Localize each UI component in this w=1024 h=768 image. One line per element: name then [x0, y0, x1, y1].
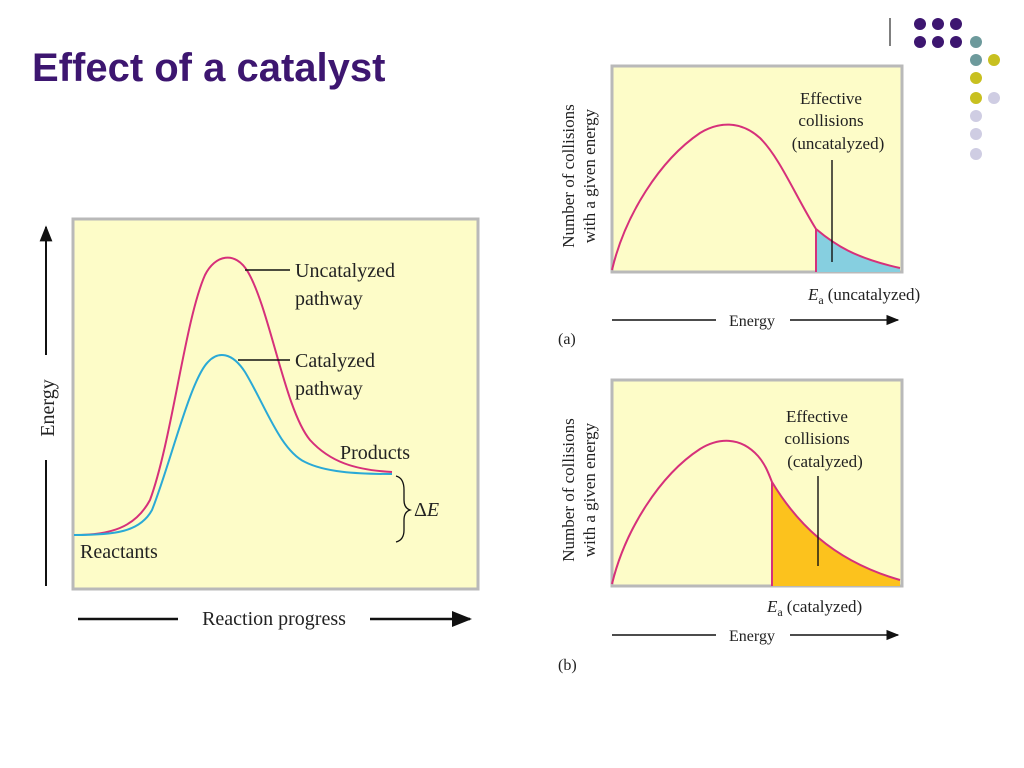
panel-a-effective-label-3: (uncatalyzed)	[792, 134, 885, 153]
panel-b-effective-area	[772, 482, 900, 586]
catalyzed-pathway-label-2: pathway	[295, 378, 363, 400]
panel-b-effective-label-1: Effective	[786, 407, 848, 426]
uncatalyzed-pathway-label-2: pathway	[295, 288, 363, 310]
panel-b-ea-label: Ea (catalyzed)	[766, 597, 862, 619]
panel-b-y-axis-label-2: with a given energy	[580, 422, 599, 557]
panel-a-effective-label-1: Effective	[800, 89, 862, 108]
delta-e-brace	[395, 475, 413, 543]
panel-b-frame	[610, 378, 904, 588]
products-label: Products	[340, 442, 410, 464]
dot-row-2	[914, 36, 982, 48]
catalyzed-pathway-label-1: Catalyzed	[295, 350, 375, 372]
panel-a-effective-label-2: collisions	[798, 111, 863, 130]
dot-row-8	[970, 148, 982, 160]
reactants-label: Reactants	[80, 541, 158, 563]
dot-row-6	[970, 110, 982, 122]
distribution-panel-b: Effective collisions (catalyzed) Number …	[558, 378, 904, 674]
panel-a-effective-area	[816, 229, 900, 272]
panel-a-y-axis-label-1: Number of collisions	[559, 104, 578, 248]
energy-profile-diagram: Energy Reaction progress Uncatalyzed pat…	[37, 217, 480, 630]
decorative-dot-grid	[889, 18, 1000, 160]
dot-row-4	[970, 72, 982, 84]
dot-row-1	[914, 18, 962, 30]
dot-row-3	[970, 54, 1000, 66]
panel-a-distribution-curve	[611, 123, 901, 271]
dot-row-7	[970, 128, 982, 140]
energy-axis-label: Energy	[37, 379, 59, 436]
catalyzed-pathway-curve	[73, 354, 393, 536]
energy-profile-panel	[71, 217, 480, 591]
panel-b-effective-label-3: (catalyzed)	[787, 452, 863, 471]
panel-b-y-axis-label-1: Number of collisions	[559, 418, 578, 562]
slide-title: Effect of a catalyst	[32, 46, 386, 90]
panel-b-distribution-curve	[611, 439, 901, 585]
panel-a-caption: (a)	[558, 331, 576, 348]
panel-a-y-axis-label-2: with a given energy	[580, 108, 599, 243]
panel-b-effective-label-2: collisions	[784, 429, 849, 448]
panel-a-energy-label: Energy	[729, 313, 775, 330]
panel-b-energy-label: Energy	[729, 628, 775, 645]
panel-b-caption: (b)	[558, 657, 577, 674]
panel-a-ea-label: Ea (uncatalyzed)	[807, 285, 920, 307]
uncatalyzed-pathway-label-1: Uncatalyzed	[295, 260, 395, 282]
dot-row-5	[970, 92, 1000, 104]
reaction-progress-label: Reaction progress	[202, 608, 346, 630]
uncatalyzed-pathway-curve	[73, 256, 393, 536]
distribution-panel-a: Effective collisions (uncatalyzed) Numbe…	[558, 64, 920, 348]
delta-e-label: ΔE	[414, 499, 439, 521]
panel-a-frame	[610, 64, 904, 274]
